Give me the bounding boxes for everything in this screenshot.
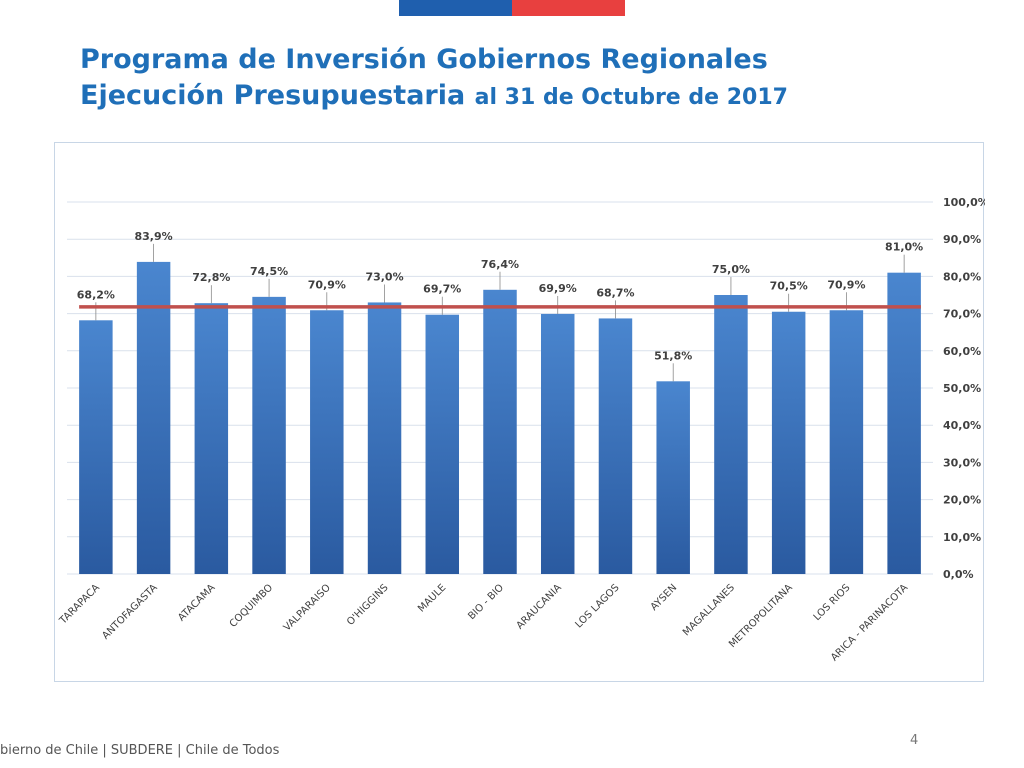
y-tick-label: 60,0%: [943, 345, 981, 358]
x-tick-label: ATACAMA: [176, 582, 217, 623]
x-tick-label: LOS RIOS: [812, 582, 853, 623]
bar: [367, 302, 402, 574]
x-tick-label: ANTOFAGASTA: [100, 582, 159, 641]
bar: [252, 296, 286, 574]
data-label: 75,0%: [712, 263, 750, 276]
flag-bar-blue: [399, 0, 512, 16]
y-tick-label: 90,0%: [943, 233, 981, 246]
bar: [829, 310, 864, 574]
title-line-2-rest: al 31 de Octubre de 2017: [474, 85, 788, 110]
x-tick-label: BIO - BIO: [466, 582, 506, 622]
x-tick-label: LOS LAGOS: [573, 582, 621, 630]
data-label: 51,8%: [654, 349, 692, 362]
data-label: 69,9%: [539, 282, 577, 295]
y-tick-label: 0,0%: [943, 568, 974, 581]
bar: [194, 303, 229, 574]
x-tick-label: ARAUCANIA: [515, 582, 564, 631]
footer-text: bierno de Chile | SUBDERE | Chile de Tod…: [0, 743, 280, 758]
x-tick-label: TARAPACA: [57, 582, 102, 627]
bar: [540, 313, 575, 574]
flag-bar-red: [512, 0, 625, 16]
x-tick-label: MAULE: [416, 582, 448, 614]
bar: [79, 320, 113, 574]
bar: [771, 311, 806, 574]
title-line-2-bold: Ejecución Presupuestaria: [80, 80, 466, 111]
bar: [714, 295, 748, 574]
bar: [310, 310, 344, 574]
data-label: 70,5%: [770, 280, 808, 293]
chart-frame: 0,0% 10,0% 20,0% 30,0% 40,0% 50,0% 60,0% 70,0% 8…: [54, 142, 985, 682]
bar: [136, 261, 171, 574]
page-number: 4: [910, 733, 919, 748]
y-tick-label: 20,0%: [943, 494, 981, 507]
title-line-1: Programa de Inversión Gobiernos Regional…: [80, 44, 768, 75]
data-label: 72,8%: [192, 271, 230, 284]
y-tick-label: 40,0%: [943, 419, 981, 432]
y-tick-label: 70,0%: [943, 308, 981, 321]
x-tick-label: METROPOLITANA: [727, 582, 795, 650]
data-label: 68,7%: [596, 286, 634, 299]
bar: [598, 318, 633, 574]
y-tick-label: 100,0%: [943, 196, 985, 209]
y-tick-label: 80,0%: [943, 270, 981, 283]
y-tick-label: 10,0%: [943, 531, 981, 544]
y-tick-label: 50,0%: [943, 382, 981, 395]
bar: [887, 272, 921, 574]
x-tick-label: COQUIMBO: [228, 582, 276, 630]
data-label: 68,2%: [77, 288, 115, 301]
x-tick-label: VALPARAISO: [282, 582, 333, 633]
x-tick-label: AYSEN: [649, 582, 680, 613]
data-label: 81,0%: [885, 241, 923, 254]
page-title: Programa de Inversión Gobiernos Regional…: [80, 42, 788, 116]
data-label: 70,9%: [827, 278, 865, 291]
bar-chart: 0,0% 10,0% 20,0% 30,0% 40,0% 50,0% 60,0% 70,0% 8…: [57, 196, 985, 664]
bar: [483, 289, 517, 574]
data-label: 76,4%: [481, 258, 519, 271]
data-label: 74,5%: [250, 265, 288, 278]
data-label: 83,9%: [135, 230, 173, 243]
data-label: 73,0%: [365, 270, 403, 283]
y-tick-label: 30,0%: [943, 456, 981, 469]
data-label: 70,9%: [308, 278, 346, 291]
data-label: 69,7%: [423, 283, 461, 296]
x-tick-label: O'HIGGINS: [345, 582, 391, 628]
x-tick-label: MAGALLANES: [681, 582, 737, 638]
bar: [425, 314, 460, 574]
bar: [656, 381, 690, 574]
